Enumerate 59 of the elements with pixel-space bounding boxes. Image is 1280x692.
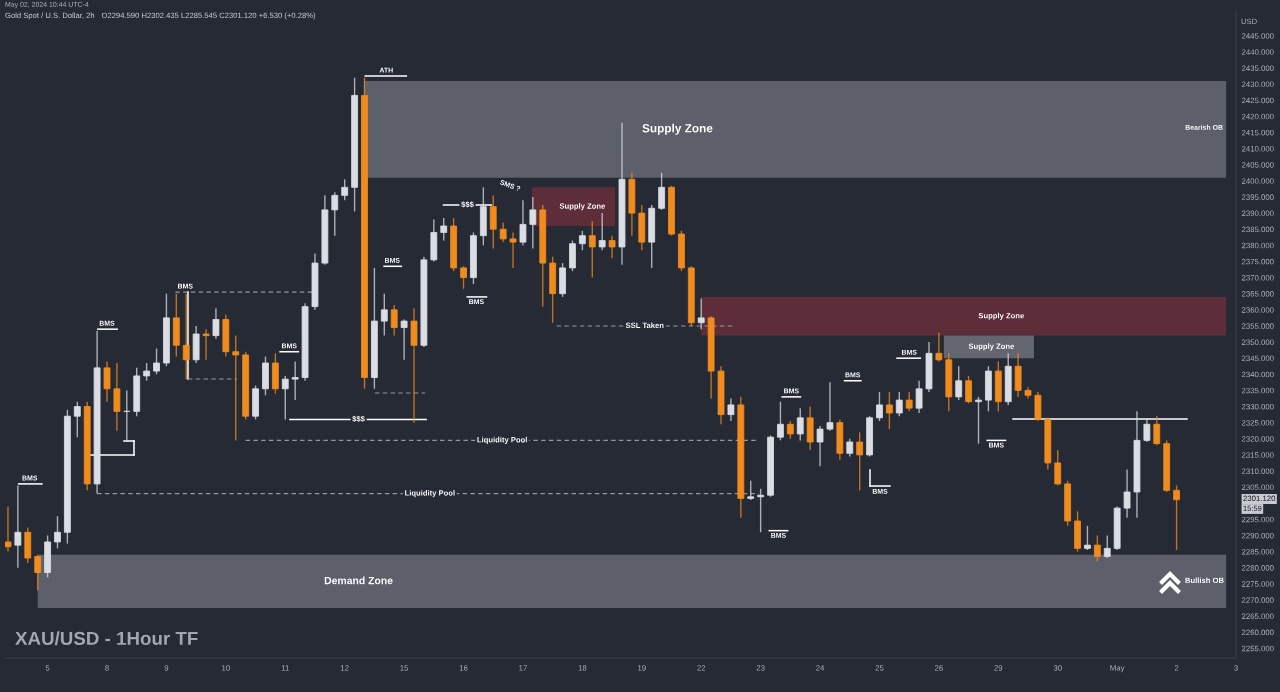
candlestick: [14, 484, 22, 569]
candlestick: [1054, 449, 1062, 487]
candlestick: [519, 199, 527, 247]
candlestick: [1153, 415, 1161, 446]
candlestick: [5, 505, 12, 553]
candlestick: [727, 397, 735, 422]
candlestick: [54, 515, 61, 550]
candlestick: [341, 178, 349, 201]
candlestick: [598, 212, 606, 251]
candlestick: [202, 328, 210, 361]
candlestick: [1084, 525, 1091, 551]
candlestick: [1143, 418, 1151, 443]
candlestick: [885, 391, 893, 430]
candlestick: [747, 479, 755, 501]
candlestick: [34, 554, 42, 591]
band-label: Supply Zone: [642, 123, 713, 135]
candlestick: [697, 297, 705, 330]
candlestick: [529, 196, 537, 250]
candlestick: [777, 401, 784, 442]
candlestick: [915, 380, 923, 414]
candlestick: [826, 381, 834, 432]
candlestick: [895, 391, 903, 417]
candlestick: [876, 391, 883, 422]
candlestick: [935, 331, 943, 363]
candlestick: [291, 360, 299, 401]
candlestick: [113, 362, 121, 432]
band-label: Demand Zone: [324, 576, 393, 585]
candlestick: [73, 401, 81, 438]
candlestick: [460, 265, 467, 290]
annotation: XAU/USD - 1Hour TF: [15, 631, 198, 646]
candlestick: [499, 222, 507, 243]
candlestick: [380, 293, 388, 337]
candlestick: [1123, 468, 1131, 519]
candlestick: [975, 396, 982, 445]
candlestick: [509, 231, 517, 269]
candlestick: [905, 391, 913, 413]
candlestick: [658, 172, 665, 211]
candlestick: [588, 220, 596, 279]
candlestick: [489, 194, 497, 250]
candlestick: [400, 318, 408, 361]
candlestick: [965, 375, 972, 405]
candlestick: [103, 360, 111, 403]
candlestick: [390, 304, 398, 337]
candlestick: [856, 431, 864, 492]
candlestick: [232, 334, 240, 442]
candlestick: [212, 307, 220, 340]
candlestick: [182, 291, 190, 380]
candlestick: [281, 375, 289, 421]
candlestick: [153, 347, 160, 375]
candlestick: [1173, 484, 1180, 551]
candlestick: [608, 234, 616, 259]
candlestick: [796, 407, 804, 442]
candlestick: [816, 425, 824, 467]
candlestick: [955, 365, 963, 401]
candlestick: [578, 230, 586, 251]
candlestick: [440, 217, 448, 242]
candlestick: [331, 191, 339, 237]
candlestick: [1093, 534, 1101, 562]
candlestick: [1103, 534, 1111, 559]
